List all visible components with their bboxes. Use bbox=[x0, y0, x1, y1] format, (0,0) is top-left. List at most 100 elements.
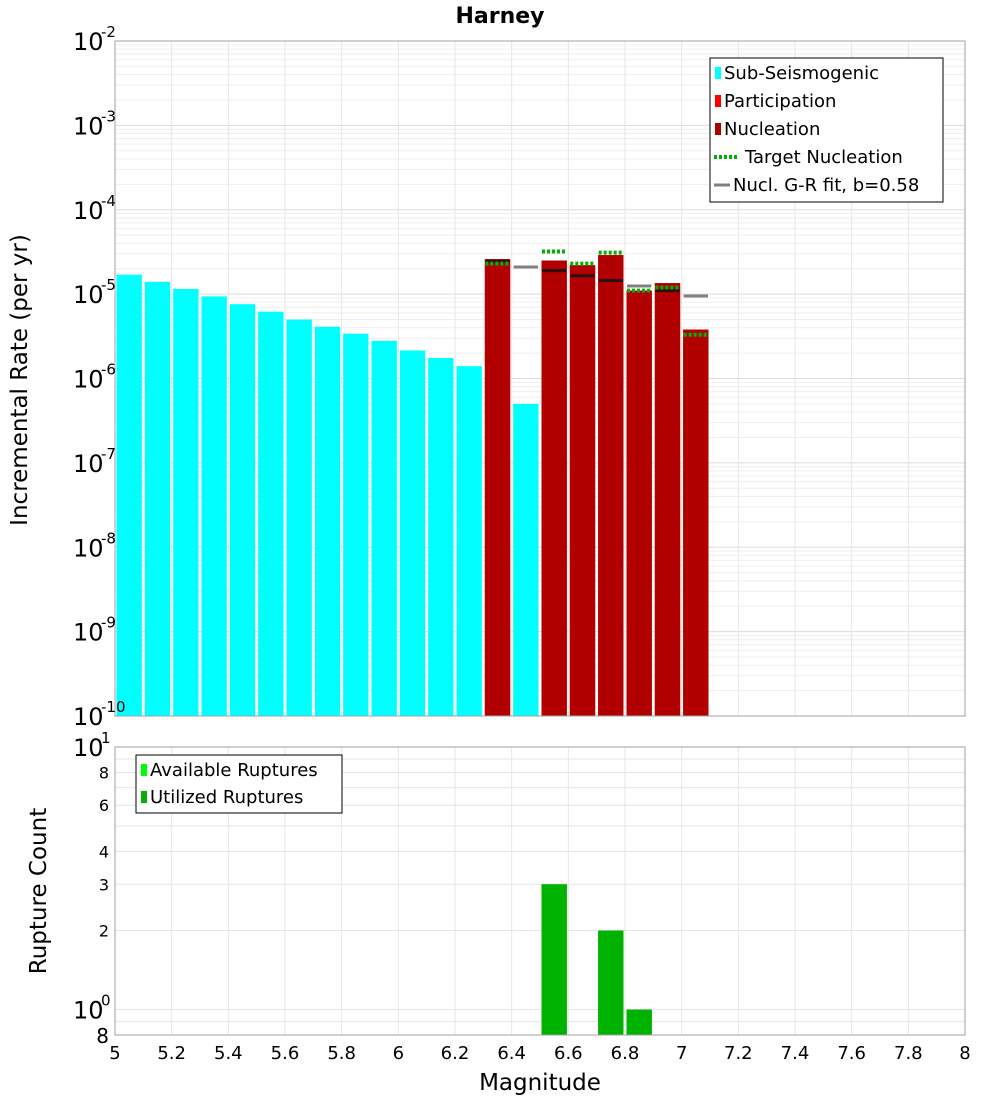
y-tick-base: 10 bbox=[73, 197, 104, 225]
y-tick-label: 3 bbox=[99, 875, 109, 894]
y-tick-exponent: -4 bbox=[101, 192, 116, 210]
y-tick-base: 10 bbox=[73, 534, 104, 562]
utilized-ruptures-bar bbox=[541, 884, 567, 1035]
legend-label: Nucl. G-R fit, b=0.58 bbox=[733, 175, 919, 196]
nucleation-bar bbox=[484, 259, 511, 716]
x-tick-label: 6.4 bbox=[497, 1043, 526, 1064]
y-tick-label: 10-6 bbox=[73, 361, 116, 394]
y-tick-label: 4 bbox=[99, 842, 109, 861]
y-tick-base: 10 bbox=[73, 619, 104, 647]
x-tick-label: 8 bbox=[959, 1043, 970, 1064]
top-plot-lines bbox=[485, 249, 708, 337]
x-tick-label: 7.4 bbox=[781, 1043, 810, 1064]
y-tick-base: 10 bbox=[73, 28, 104, 56]
y-tick-base: 10 bbox=[73, 450, 104, 478]
sub-seismogenic-bar bbox=[173, 289, 199, 716]
y-tick-label: 10-3 bbox=[73, 107, 116, 140]
sub-seismogenic-bar bbox=[513, 403, 539, 716]
utilized-ruptures-bar bbox=[626, 1009, 652, 1035]
bottom-y-axis-label: Rupture Count bbox=[26, 808, 52, 974]
x-tick-label: 6.2 bbox=[441, 1043, 470, 1064]
y-tick-exponent: 0 bbox=[101, 992, 111, 1010]
nucleation-bar bbox=[626, 290, 652, 716]
y-tick-label: 10-4 bbox=[73, 192, 116, 225]
nucleation-bar bbox=[541, 260, 567, 716]
legend-box bbox=[709, 57, 944, 203]
y-tick-exponent: 1 bbox=[101, 729, 111, 747]
sub-seismogenic-bar bbox=[371, 340, 397, 716]
sub-seismogenic-bar bbox=[201, 296, 227, 716]
y-tick-base: 10 bbox=[73, 366, 104, 394]
y-tick-exponent: -6 bbox=[101, 361, 116, 379]
x-axis-label: Magnitude bbox=[479, 1070, 601, 1096]
y-tick-label: 10-7 bbox=[73, 445, 116, 478]
top-plot-grid bbox=[114, 40, 966, 717]
sub-seismogenic-bar bbox=[456, 366, 482, 716]
x-tick-label: 7.8 bbox=[894, 1043, 923, 1064]
sub-seismogenic-bar bbox=[258, 311, 284, 716]
sub-seismogenic-bar bbox=[286, 319, 312, 716]
y-tick-exponent: -3 bbox=[101, 107, 116, 125]
y-tick-base: 10 bbox=[73, 281, 104, 309]
y-tick-exponent: -9 bbox=[101, 614, 116, 632]
x-tick-label: 7.6 bbox=[837, 1043, 866, 1064]
top-y-tick-labels: 10-210-310-410-510-610-710-810-910-10 bbox=[73, 23, 126, 731]
y-tick-exponent: -5 bbox=[101, 276, 116, 294]
top-plot-frame bbox=[114, 40, 966, 717]
top-legend: Sub-Seismogenic Participation Nucleation Ta… bbox=[709, 57, 944, 203]
bottom-legend: Available Ruptures Utilized Ruptures bbox=[135, 754, 343, 814]
x-tick-label: 5 bbox=[109, 1043, 120, 1064]
sub-seismogenic-bar bbox=[144, 281, 171, 716]
x-tick-label: 6.8 bbox=[611, 1043, 640, 1064]
y-tick-label: 8 bbox=[96, 1024, 109, 1048]
legend-label: Utilized Ruptures bbox=[150, 787, 303, 808]
x-tick-label: 7 bbox=[676, 1043, 687, 1064]
y-tick-label: 10-9 bbox=[73, 614, 116, 647]
y-tick-base: 10 bbox=[73, 112, 104, 140]
sub-seismogenic-bar bbox=[399, 350, 426, 716]
legend-label: Nucleation bbox=[724, 119, 820, 140]
x-tick-label: 6 bbox=[393, 1043, 404, 1064]
y-tick-label: 10-5 bbox=[73, 276, 116, 309]
legend-swatch bbox=[715, 123, 721, 135]
sub-seismogenic-bar bbox=[229, 304, 256, 716]
y-tick-label: 101 bbox=[73, 729, 111, 762]
x-tick-label: 5.8 bbox=[327, 1043, 356, 1064]
nucleation-bar bbox=[654, 283, 681, 716]
y-tick-exponent: -8 bbox=[101, 529, 116, 547]
y-tick-exponent: -2 bbox=[101, 23, 116, 41]
y-tick-exponent: -10 bbox=[101, 698, 126, 716]
y-tick-base: 10 bbox=[73, 703, 104, 731]
y-tick-label: 100 bbox=[73, 992, 111, 1025]
sub-seismogenic-bar bbox=[428, 357, 454, 716]
legend-label: Available Ruptures bbox=[150, 760, 318, 781]
y-tick-label: 10-8 bbox=[73, 529, 116, 562]
sub-seismogenic-bar bbox=[314, 326, 341, 716]
y-tick-label: 10-2 bbox=[73, 23, 116, 56]
legend-label: Target Nucleation bbox=[744, 147, 903, 168]
y-tick-base: 10 bbox=[73, 734, 104, 762]
chart-title: Harney bbox=[455, 4, 544, 29]
sub-seismogenic-bar bbox=[343, 333, 369, 716]
sub-seismogenic-bar bbox=[116, 274, 142, 716]
x-tick-label: 5.2 bbox=[157, 1043, 186, 1064]
legend-swatch bbox=[715, 67, 721, 79]
legend-swatch bbox=[141, 764, 147, 776]
nucleation-bar bbox=[683, 329, 709, 716]
legend-swatch bbox=[715, 95, 721, 107]
legend-label: Participation bbox=[724, 91, 836, 112]
y-tick-label: 10-10 bbox=[73, 698, 126, 731]
nucleation-bar bbox=[569, 265, 596, 716]
utilized-ruptures-bar bbox=[598, 930, 624, 1035]
legend-box bbox=[135, 754, 343, 814]
y-tick-exponent: -7 bbox=[101, 445, 116, 463]
x-tick-label: 6.6 bbox=[554, 1043, 583, 1064]
y-tick-base: 10 bbox=[73, 997, 104, 1025]
legend-swatch bbox=[141, 791, 147, 803]
y-tick-label: 2 bbox=[99, 922, 109, 941]
x-tick-label: 5.4 bbox=[214, 1043, 243, 1064]
bottom-plot-bars bbox=[541, 884, 652, 1035]
nucleation-bar bbox=[598, 255, 624, 716]
x-tick-labels: 5 5.2 5.4 5.6 5.8 6 6.2 6.4 6.6 6.8 7 7.2 7.4 7.6 7.8 8 bbox=[109, 1043, 970, 1064]
